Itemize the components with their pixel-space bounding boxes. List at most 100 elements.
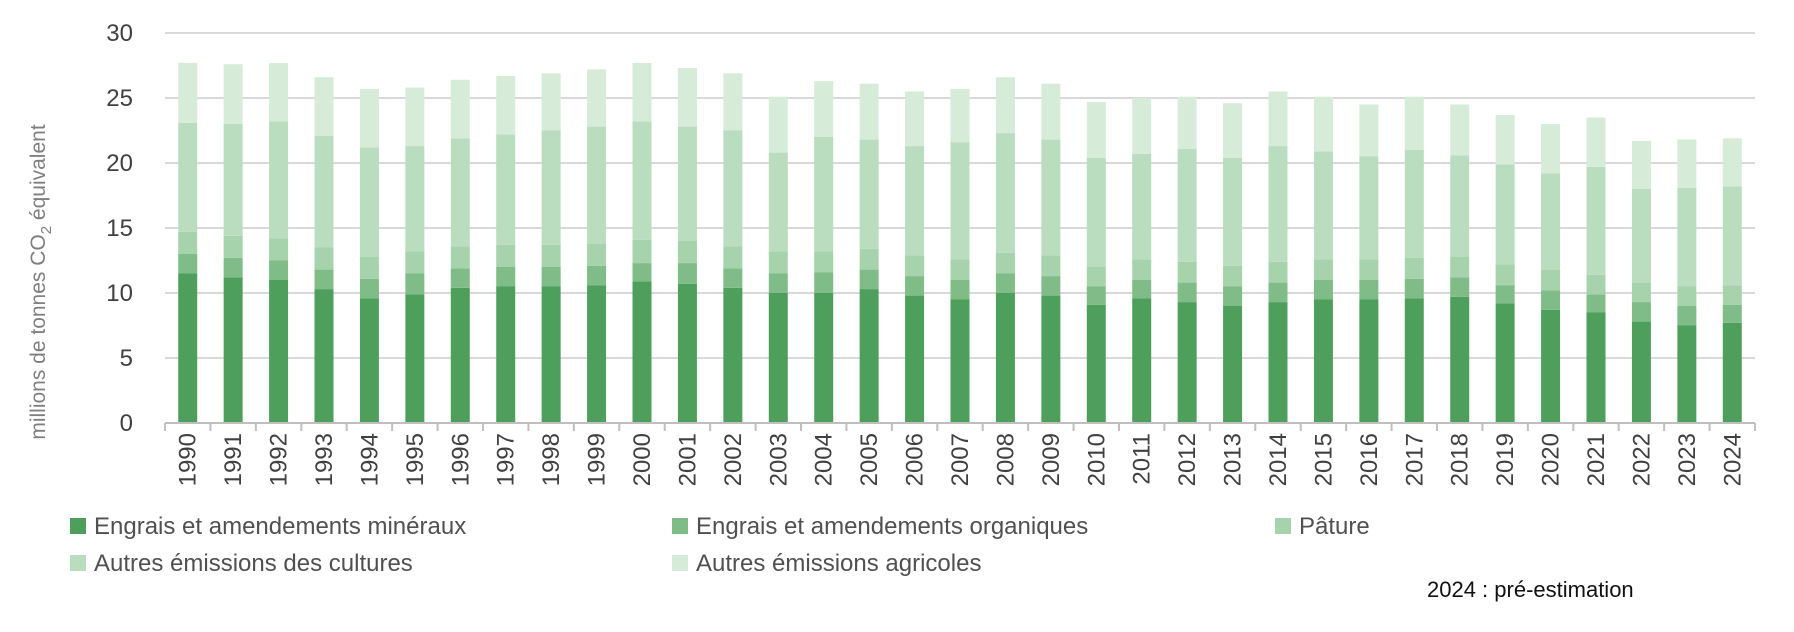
bar-segment xyxy=(1223,265,1243,287)
x-tick-label: 2009 xyxy=(1038,433,1065,486)
bar-segment xyxy=(1541,269,1561,291)
bar-segment xyxy=(269,260,289,280)
bar-segment xyxy=(450,268,470,288)
bar-segment xyxy=(1541,290,1561,310)
bar-segment xyxy=(1404,298,1424,423)
bar-segment xyxy=(1132,153,1152,260)
bar-segment xyxy=(905,255,925,277)
bar-segment xyxy=(995,77,1015,134)
bar-segment xyxy=(814,293,834,423)
bar-segment xyxy=(1404,278,1424,299)
bar-segment xyxy=(1177,282,1197,303)
bar-segment xyxy=(1268,302,1288,423)
annotation-note: 2024 : pré-estimation xyxy=(1427,577,1634,602)
x-tick-label: 2002 xyxy=(720,433,747,486)
x-tick-label: 1995 xyxy=(402,433,429,486)
bar-segment xyxy=(587,126,607,244)
bar-segment xyxy=(541,267,561,287)
bar-segment xyxy=(723,287,743,423)
bar-segment xyxy=(950,280,970,300)
bar-segment xyxy=(1722,138,1742,187)
bar-segment xyxy=(1541,309,1561,423)
bar-segment xyxy=(1359,104,1379,157)
bar-segment xyxy=(1359,280,1379,300)
legend-label: Autres émissions des cultures xyxy=(94,550,413,577)
bar-segment xyxy=(178,122,198,232)
x-tick-label: 2015 xyxy=(1310,433,1337,486)
bar-segment xyxy=(587,243,607,266)
bar-segment xyxy=(405,294,425,423)
bar-segment xyxy=(541,244,561,267)
bar-segment xyxy=(1041,295,1061,423)
x-tick-label: 2001 xyxy=(674,433,701,486)
y-tick-label: 15 xyxy=(106,215,133,242)
bar-segment xyxy=(1268,261,1288,283)
bar-segment xyxy=(859,139,879,249)
bar-segment xyxy=(1586,274,1606,295)
x-tick-label: 1992 xyxy=(266,433,293,486)
bar-segment xyxy=(450,138,470,247)
x-tick-label: 2019 xyxy=(1492,433,1519,486)
bar-segment xyxy=(496,286,516,423)
bar-segment xyxy=(1450,104,1470,156)
bar-segment xyxy=(995,273,1015,293)
bar-segment xyxy=(359,256,379,279)
bar-segment xyxy=(859,248,879,270)
bar-segment xyxy=(723,246,743,269)
x-tick-label: 1996 xyxy=(447,433,474,486)
x-tick-label: 2000 xyxy=(629,433,656,486)
bar-segment xyxy=(314,269,334,290)
bar-segment xyxy=(1677,325,1697,423)
bar-segment xyxy=(496,244,516,267)
bar-segment xyxy=(269,280,289,423)
bar-segment xyxy=(359,147,379,257)
bar-segment xyxy=(1495,114,1515,165)
x-tick-label: 1997 xyxy=(493,433,520,486)
bar-segment xyxy=(768,273,788,293)
y-tick-label: 5 xyxy=(120,345,133,372)
bars xyxy=(178,62,1742,423)
bar-segment xyxy=(677,68,697,127)
legend-swatch xyxy=(70,555,86,571)
bar-segment xyxy=(1268,146,1288,262)
bar-segment xyxy=(1450,256,1470,278)
x-tick-label: 2006 xyxy=(902,433,929,486)
bar-segment xyxy=(314,247,334,270)
bar-segment xyxy=(677,263,697,284)
bar-segment xyxy=(859,269,879,290)
bar-segment xyxy=(405,273,425,295)
bar-segment xyxy=(178,231,198,254)
bar-segment xyxy=(587,285,607,423)
bar-segment xyxy=(541,130,561,245)
x-tick-label: 1991 xyxy=(220,433,247,486)
bar-segment xyxy=(1086,286,1106,305)
bar-segment xyxy=(1086,304,1106,423)
bar-segment xyxy=(314,77,334,136)
bar-segment xyxy=(1268,91,1288,147)
bar-segment xyxy=(950,299,970,423)
y-axis-label-part: millions de tonnes CO xyxy=(27,234,50,439)
legend-swatch xyxy=(672,518,688,534)
bar-segment xyxy=(1677,187,1697,287)
bar-segment xyxy=(1677,139,1697,188)
x-tick-label: 2004 xyxy=(811,433,838,486)
bar-segment xyxy=(995,133,1015,253)
bar-segment xyxy=(632,62,652,122)
x-tick-label: 2007 xyxy=(947,433,974,486)
legend-label: Engrais et amendements organiques xyxy=(696,513,1088,540)
bar-segment xyxy=(269,121,289,239)
x-tick-label: 1998 xyxy=(538,433,565,486)
bar-segment xyxy=(1132,259,1152,280)
bar-segment xyxy=(496,134,516,245)
x-tick-label: 2011 xyxy=(1129,433,1156,485)
bar-segment xyxy=(1586,117,1606,167)
bar-segment xyxy=(723,130,743,247)
legend-label: Autres émissions agricoles xyxy=(696,550,981,577)
bar-segment xyxy=(950,88,970,143)
bar-segment xyxy=(1132,280,1152,299)
bar-segment xyxy=(1223,306,1243,423)
x-tick-label: 1994 xyxy=(356,433,383,486)
bar-segment xyxy=(1631,302,1651,322)
bar-segment xyxy=(1404,150,1424,258)
